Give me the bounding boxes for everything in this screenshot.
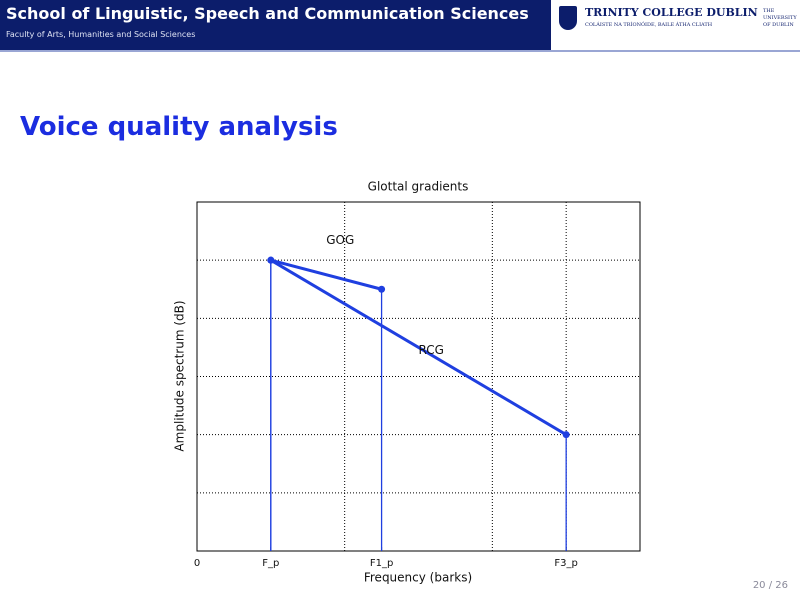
header-title: School of Linguistic, Speech and Communi… xyxy=(6,4,529,23)
logo-name: TRINITY COLLEGE DUBLIN xyxy=(585,6,758,19)
header-rule xyxy=(0,50,800,52)
slide-title: Voice quality analysis xyxy=(20,112,338,142)
header-bar: School of Linguistic, Speech and Communi… xyxy=(0,0,800,50)
chart-title: Glottal gradients xyxy=(368,180,469,194)
point xyxy=(562,431,570,439)
logo-irish: COLÁISTE NA TRÍONÓIDE, BAILE ÁTHA CLIATH xyxy=(585,22,713,28)
series-line xyxy=(270,258,567,436)
x-tick-label: F1_p xyxy=(370,558,393,569)
x-axis-label: Frequency (barks) xyxy=(364,571,472,585)
logo-line: THE xyxy=(763,8,775,14)
x-tick-label: F3_p xyxy=(554,558,577,569)
series-label: RCG xyxy=(419,343,444,357)
x-tick-label: F_p xyxy=(262,558,279,569)
logo-line: OF DUBLIN xyxy=(763,22,794,28)
series-label: GOG xyxy=(326,233,354,247)
logo: TRINITY COLLEGE DUBLIN COLÁISTE NA TRÍON… xyxy=(551,0,800,50)
crest xyxy=(559,6,577,30)
page-number: 20 / 26 xyxy=(752,580,788,591)
series-line xyxy=(270,258,382,291)
point xyxy=(267,256,275,264)
logo-line: UNIVERSITY xyxy=(763,15,797,21)
logo-university: THE UNIVERSITY OF DUBLIN xyxy=(763,8,797,29)
header-subtitle: Faculty of Arts, Humanities and Social S… xyxy=(6,30,196,39)
y-axis-label: Amplitude spectrum (dB) xyxy=(173,300,187,451)
x-tick-label: 0 xyxy=(194,558,200,569)
point xyxy=(378,285,386,293)
